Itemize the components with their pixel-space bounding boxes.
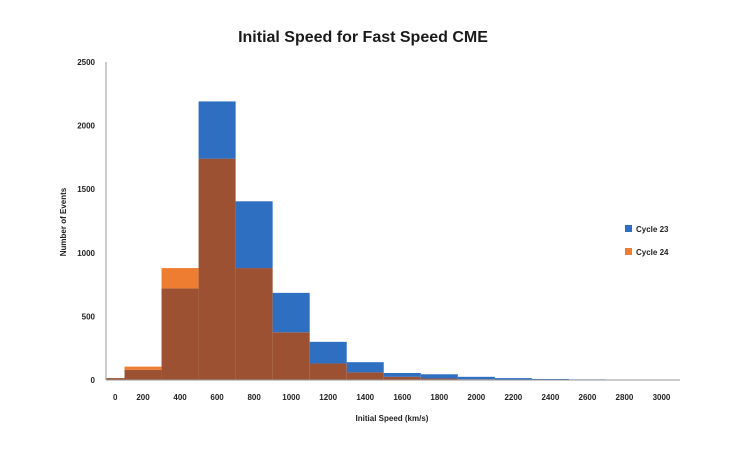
- x-tick-label: 800: [247, 393, 261, 402]
- y-tick-label: 1500: [77, 185, 95, 194]
- bars-layer: [106, 101, 680, 380]
- x-tick-label: 1400: [356, 393, 374, 402]
- y-tick-label: 0: [91, 376, 96, 385]
- y-tick-labels: 0 500 1000 1500 2000 2500: [77, 58, 95, 385]
- bar-overlap-bin-1: [124, 369, 162, 380]
- x-tick-label: 3000: [653, 393, 671, 402]
- x-tick-label: 400: [173, 393, 187, 402]
- legend-entry: Cycle 23: [636, 225, 669, 234]
- bar-cycle-24-bin-1: [124, 366, 162, 370]
- y-tick-label: 2000: [77, 122, 95, 131]
- bar-overlap-bin-7: [346, 372, 384, 380]
- bar-cycle-23-bin-4: [235, 201, 273, 269]
- bar-cycle-23-bin-5: [272, 292, 310, 333]
- legend-entry: Cycle 24: [636, 248, 669, 257]
- chart-title: Initial Speed for Fast Speed CME: [238, 29, 488, 46]
- x-tick-label: 1600: [393, 393, 411, 402]
- x-tick-label: 1200: [319, 393, 337, 402]
- bar-overlap-bin-2: [161, 288, 199, 380]
- x-tick-label: 2000: [467, 393, 485, 402]
- bar-cycle-24-bin-2: [161, 268, 199, 289]
- y-tick-label: 2500: [77, 58, 95, 67]
- x-tick-label: 2200: [504, 393, 522, 402]
- legend: Cycle 23 Cycle 24: [625, 225, 669, 257]
- bar-cycle-23-bin-11: [494, 378, 532, 380]
- bar-overlap-bin-6: [309, 363, 347, 380]
- bar-overlap-bin-8: [383, 376, 421, 380]
- x-tick-label: 1000: [282, 393, 300, 402]
- x-axis-label: Initial Speed (km/s): [356, 414, 429, 423]
- y-tick-label: 1000: [77, 249, 95, 258]
- bar-overlap-bin-9: [420, 378, 458, 380]
- legend-swatch: [625, 248, 632, 255]
- bar-cycle-23-bin-10: [457, 376, 495, 380]
- x-tick-label: 2400: [541, 393, 559, 402]
- x-tick-label: 0: [113, 393, 118, 402]
- x-tick-label: 2600: [579, 393, 597, 402]
- bar-cycle-23-bin-12: [531, 378, 569, 380]
- y-tick-label: 500: [82, 312, 96, 321]
- y-axis-label: Number of Events: [59, 187, 68, 256]
- bar-cycle-23-bin-3: [198, 101, 236, 159]
- bar-overlap-bin-4: [235, 268, 273, 380]
- bar-overlap-bin-0: [106, 378, 125, 380]
- bar-cycle-23-bin-9: [420, 374, 458, 379]
- bar-overlap-bin-5: [272, 332, 310, 380]
- x-tick-label: 600: [210, 393, 224, 402]
- legend-swatch: [625, 225, 632, 232]
- bar-cycle-23-bin-7: [346, 362, 384, 373]
- bar-cycle-23-bin-6: [309, 341, 347, 364]
- x-tick-label: 1800: [430, 393, 448, 402]
- x-tick-labels: 0 200 400 600 800 1000 1200 1400 1600 1800 2000 220…: [113, 393, 671, 402]
- bar-cycle-23-bin-8: [383, 373, 421, 377]
- x-tick-label: 200: [136, 393, 150, 402]
- bar-overlap-bin-3: [198, 158, 236, 380]
- x-tick-label: 2800: [616, 393, 634, 402]
